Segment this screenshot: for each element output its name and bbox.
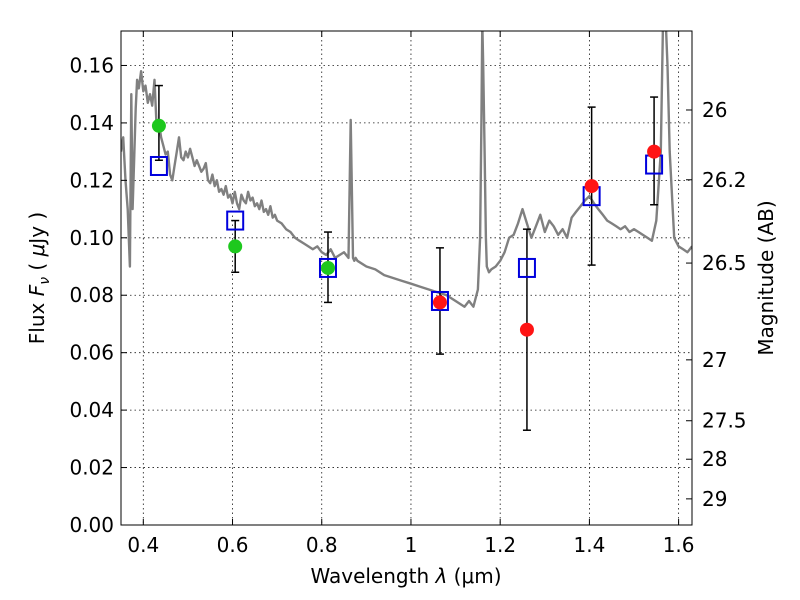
y-axis-label: Flux Fν ( μJy ) [25, 212, 53, 344]
right-tick-label: 26.2 [702, 168, 747, 192]
model-square-point [149, 155, 168, 176]
x-tick-label: 1.6 [663, 533, 695, 557]
right-tick-label: 27 [702, 348, 727, 372]
observed-point [151, 118, 166, 133]
x-tick-label: 1.2 [484, 533, 516, 557]
x-tick-label: 1.4 [573, 533, 605, 557]
y-axis-label-symbol: F [25, 284, 49, 296]
x-tick-label: 0.4 [127, 533, 159, 557]
x-tick-label: 0.8 [306, 533, 338, 557]
plot-area [121, 31, 692, 431]
model-square-point [318, 257, 337, 278]
y-tick-label: 0.16 [69, 53, 114, 77]
right-tick-label: 26 [702, 98, 727, 122]
right-axis-label: Magnitude (AB) [754, 200, 778, 355]
tick-layer: 0.4 0.6 0.8 1 1.2 1.4 1.6 0.00 0.02 0.04 0.06 0.08 0… [69, 31, 747, 557]
y-axis-label-mu: μ [25, 244, 49, 258]
x-axis-label-prefix: Wavelength [310, 564, 435, 588]
x-axis-label-symbol: λ [434, 564, 447, 588]
observed-point [647, 144, 662, 159]
y-axis-label-subscript: ν [37, 277, 53, 285]
y-tick-label: 0.00 [69, 513, 114, 537]
y-tick-label: 0.06 [69, 341, 114, 365]
x-axis-label: Wavelength λ (μm) [310, 564, 501, 588]
model-square-point [430, 290, 449, 311]
y-tick-label: 0.04 [69, 398, 114, 422]
y-tick-label: 0.08 [69, 283, 114, 307]
x-axis-label-unit: (μm) [447, 564, 501, 588]
grid-layer [121, 31, 692, 526]
x-tick-label: 1 [405, 533, 418, 557]
model-square-point [517, 257, 536, 278]
observed-point [519, 322, 534, 337]
y-axis-label-unit: Jy ) [25, 212, 49, 246]
right-tick-label: 26.5 [702, 251, 747, 275]
y-tick-label: 0.02 [69, 456, 114, 480]
right-tick-label: 29 [702, 487, 727, 511]
x-tick-label: 0.6 [217, 533, 249, 557]
observed-point [228, 239, 243, 254]
right-tick-label: 27.5 [702, 409, 747, 433]
y-axis-label-open: ( [25, 256, 49, 277]
observed-point [320, 260, 335, 275]
right-tick-label: 28 [702, 447, 727, 471]
y-tick-label: 0.14 [69, 111, 114, 135]
plot-frame [120, 30, 693, 526]
observed-point [584, 179, 599, 194]
model-spectrum-line [121, 31, 692, 308]
y-tick-label: 0.12 [69, 168, 114, 192]
y-tick-label: 0.10 [69, 226, 114, 250]
observed-point [432, 295, 447, 310]
model-square-point [226, 210, 245, 231]
y-axis-label-prefix: Flux [25, 296, 49, 344]
marker-layer [149, 84, 664, 431]
spectrum-layer [121, 31, 692, 308]
